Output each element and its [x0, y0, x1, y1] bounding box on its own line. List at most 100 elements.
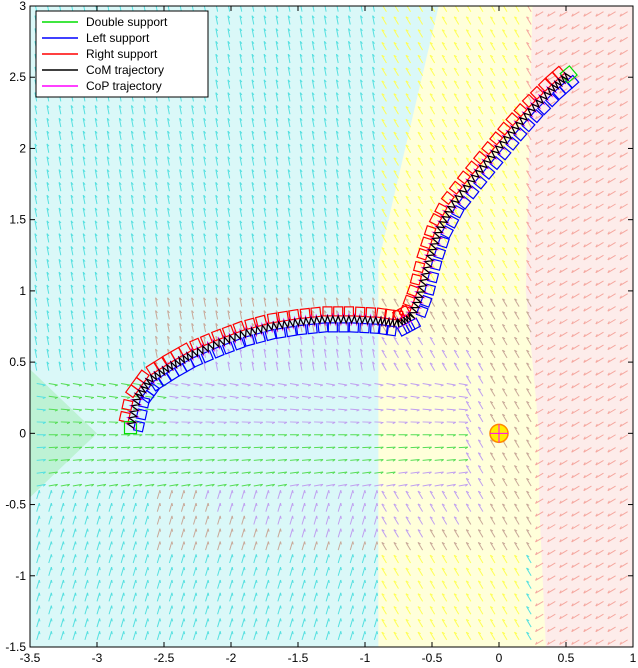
field-arrow: [489, 29, 496, 38]
field-arrow-head: [191, 258, 195, 262]
field-arrow: [179, 220, 182, 230]
field-arrow-head: [547, 423, 550, 427]
field-arrow-head: [490, 375, 494, 378]
field-arrow-head: [179, 271, 182, 275]
field-arrow-head: [99, 541, 101, 545]
field-arrow-head: [465, 426, 470, 429]
field-arrow: [348, 156, 351, 166]
field-arrow-head: [478, 362, 482, 365]
field-arrow: [193, 631, 197, 641]
field-arrow-head: [393, 93, 397, 96]
field-arrow-head: [58, 310, 62, 314]
field-arrow-head: [187, 384, 191, 387]
field-arrow: [514, 554, 520, 564]
field-arrow: [619, 62, 628, 69]
field-arrow-head: [405, 247, 409, 250]
field-arrow: [311, 130, 315, 140]
field-arrow-head: [619, 487, 622, 491]
field-arrow: [583, 331, 592, 338]
field-arrow-head: [441, 336, 445, 340]
field-arrow: [205, 554, 209, 564]
field-arrow: [299, 28, 303, 38]
field-arrow: [372, 15, 375, 25]
field-arrow-head: [58, 233, 62, 237]
field-arrow-head: [502, 336, 506, 340]
field-arrow-head: [381, 272, 385, 276]
field-arrow: [106, 259, 110, 269]
field-arrow: [132, 605, 137, 615]
field-arrow: [583, 88, 592, 94]
field-arrow: [253, 459, 263, 461]
field-arrow: [607, 472, 616, 479]
field-arrow: [203, 297, 207, 307]
field-arrow: [337, 502, 342, 512]
field-arrow-head: [263, 182, 267, 185]
field-arrow: [381, 631, 387, 641]
field-arrow: [167, 169, 170, 179]
field-arrow-head: [82, 323, 86, 326]
field-arrow-head: [139, 459, 143, 462]
field-arrow: [453, 362, 460, 371]
field-arrow-head: [607, 539, 610, 543]
field-arrow: [501, 157, 508, 166]
field-arrow: [405, 606, 411, 615]
field-arrow: [526, 324, 532, 333]
field-arrow: [381, 516, 387, 525]
field-arrow: [289, 395, 299, 398]
field-arrow-head: [547, 295, 550, 299]
field-arrow: [241, 528, 245, 538]
field-arrow: [489, 516, 496, 525]
field-arrow: [583, 11, 592, 17]
field-arrow-head: [364, 528, 367, 532]
field-arrow-head: [179, 233, 182, 237]
field-arrow-head: [74, 605, 77, 609]
field-arrow: [46, 233, 50, 243]
field-arrow-head: [263, 156, 267, 160]
field-arrow-head: [243, 605, 246, 609]
field-arrow-head: [360, 130, 363, 134]
field-arrow-head: [465, 503, 470, 506]
field-arrow: [94, 323, 98, 333]
field-arrow: [547, 190, 556, 197]
field-arrow: [535, 11, 544, 17]
field-arrow: [477, 426, 484, 436]
field-arrow-head: [42, 471, 46, 475]
field-arrow-head: [417, 54, 421, 58]
field-arrow-head: [490, 580, 494, 583]
field-arrow: [405, 247, 411, 256]
field-arrow: [429, 529, 436, 538]
field-arrow: [277, 618, 281, 628]
field-arrow-head: [490, 170, 494, 173]
field-arrow: [434, 395, 444, 398]
field-arrow-head: [368, 434, 372, 437]
field-arrow-head: [299, 53, 303, 57]
field-arrow-head: [404, 471, 408, 475]
field-arrow: [167, 182, 170, 192]
field-arrow: [323, 156, 327, 166]
field-arrow-head: [360, 66, 363, 70]
field-arrow: [301, 528, 306, 538]
field-arrow-head: [547, 487, 550, 491]
field-arrow-head: [514, 234, 518, 237]
field-arrow: [417, 619, 424, 628]
field-arrow: [241, 605, 245, 615]
field-arrow: [453, 631, 460, 641]
field-arrow-head: [356, 484, 360, 487]
field-arrow-head: [478, 208, 482, 212]
field-arrow-head: [429, 29, 433, 32]
field-arrow-head: [583, 308, 586, 312]
field-arrow: [477, 221, 484, 230]
field-arrow-head: [571, 359, 574, 363]
field-arrow: [265, 515, 269, 525]
field-arrow: [70, 220, 74, 230]
field-arrow: [323, 15, 327, 25]
field-arrow: [559, 280, 568, 286]
field-arrow: [514, 324, 520, 333]
field-arrow: [108, 502, 113, 512]
field-arrow-head: [251, 182, 255, 185]
field-arrow-head: [183, 502, 186, 507]
field-arrow: [241, 395, 251, 398]
field-arrow: [360, 15, 363, 25]
field-arrow-head: [207, 541, 210, 545]
field-arrow-head: [478, 67, 482, 71]
